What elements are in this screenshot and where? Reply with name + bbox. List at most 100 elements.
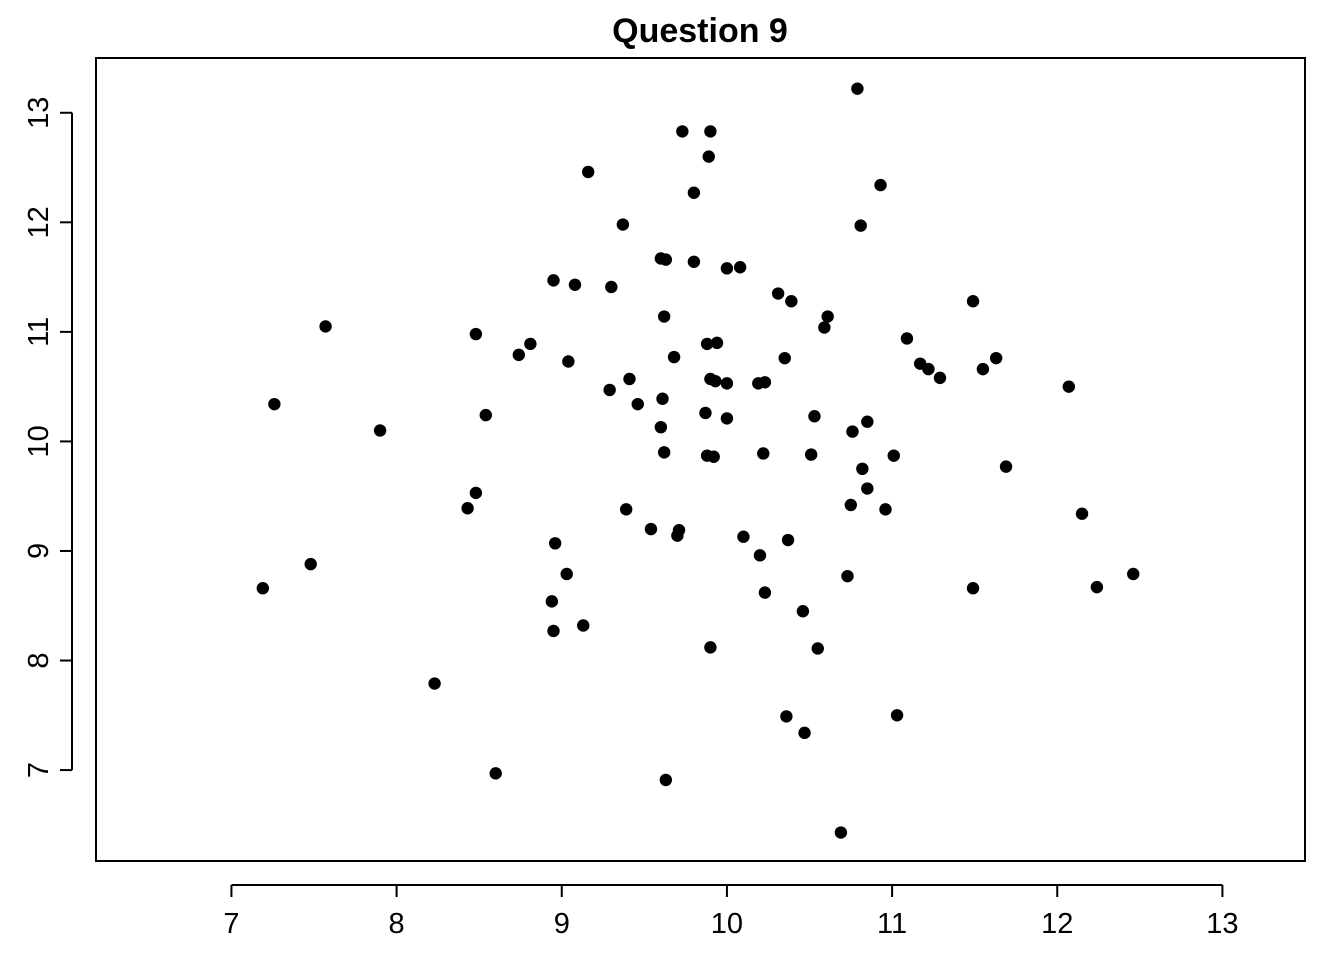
data-point <box>568 278 582 291</box>
y-tick-label: 7 <box>23 762 55 778</box>
data-point <box>709 374 722 388</box>
data-points <box>256 82 1140 839</box>
data-point <box>999 460 1013 473</box>
data-point <box>804 448 818 461</box>
data-point <box>821 310 834 323</box>
data-point <box>547 624 560 638</box>
data-point <box>720 412 734 425</box>
data-point <box>577 619 590 632</box>
data-point <box>524 337 537 351</box>
data-point <box>966 582 980 595</box>
data-point <box>879 503 892 516</box>
data-point <box>676 125 689 138</box>
y-tick-label: 11 <box>23 317 55 347</box>
data-point <box>933 371 947 385</box>
data-point <box>758 586 772 599</box>
data-point <box>861 415 874 428</box>
data-point <box>687 186 701 199</box>
data-point <box>562 355 575 368</box>
data-point <box>469 327 483 341</box>
data-point <box>616 218 630 231</box>
data-point <box>702 150 715 163</box>
data-point <box>989 351 1003 365</box>
data-point <box>700 337 714 351</box>
data-point <box>720 377 734 390</box>
data-point <box>710 336 724 350</box>
data-point <box>304 557 317 571</box>
data-point <box>704 125 717 138</box>
data-point <box>771 287 785 300</box>
data-point <box>856 462 869 476</box>
data-point <box>781 533 795 547</box>
data-point <box>373 424 387 437</box>
data-point <box>707 450 720 463</box>
y-tick-label: 8 <box>23 652 55 668</box>
data-point <box>581 165 595 179</box>
x-tick-label: 10 <box>711 908 743 940</box>
data-point <box>619 503 633 516</box>
data-point <box>811 642 824 655</box>
data-point <box>479 408 492 422</box>
data-point <box>699 406 712 420</box>
data-point <box>778 351 791 365</box>
y-tick-label: 10 <box>23 425 55 457</box>
data-point <box>545 595 559 608</box>
x-tick-label: 11 <box>877 908 907 940</box>
data-point <box>890 709 904 722</box>
y-tick-label: 13 <box>23 97 55 129</box>
data-point <box>737 530 750 543</box>
y-axis: 7 8 9 10 11 12 13 <box>23 97 73 778</box>
data-point <box>1090 580 1104 594</box>
y-tick-label: 9 <box>23 543 55 559</box>
data-point <box>808 410 821 423</box>
data-point <box>512 348 526 362</box>
data-point <box>780 710 793 723</box>
data-point <box>657 310 671 323</box>
data-point <box>818 321 831 334</box>
data-point <box>834 826 848 839</box>
data-point <box>1075 507 1089 520</box>
data-point <box>687 255 701 268</box>
data-point <box>657 446 671 459</box>
data-point <box>461 502 474 515</box>
data-point <box>547 274 560 287</box>
data-point <box>489 767 502 780</box>
data-point <box>844 498 857 512</box>
x-tick-label: 12 <box>1041 908 1073 940</box>
plot-frame <box>95 57 1306 862</box>
data-point <box>798 726 811 740</box>
data-point <box>887 449 900 462</box>
data-point <box>605 280 618 294</box>
data-point <box>900 332 914 345</box>
y-tick-label: 12 <box>23 206 55 238</box>
data-point <box>268 397 281 411</box>
x-tick-label: 13 <box>1206 908 1238 940</box>
data-point <box>846 425 859 438</box>
data-point <box>966 295 980 308</box>
x-tick-label: 9 <box>554 908 570 940</box>
data-point <box>656 392 669 405</box>
data-point <box>796 605 810 618</box>
data-point <box>631 397 644 411</box>
data-point <box>785 295 798 308</box>
data-point <box>854 219 867 232</box>
x-tick-label: 7 <box>223 908 239 940</box>
x-axis: 7 8 9 10 11 12 13 <box>223 884 1239 940</box>
x-tick-label: 8 <box>389 908 405 940</box>
data-point <box>428 677 441 690</box>
data-point <box>704 641 717 654</box>
data-point <box>861 482 874 495</box>
data-point <box>671 529 684 542</box>
data-point <box>753 549 767 562</box>
data-point <box>560 567 573 581</box>
data-point <box>1127 567 1140 581</box>
data-point <box>851 82 864 95</box>
data-point <box>659 253 673 266</box>
data-point <box>603 383 616 397</box>
data-point <box>667 350 681 364</box>
data-point <box>548 537 562 550</box>
data-point <box>720 262 734 275</box>
data-point <box>319 320 332 333</box>
data-point <box>733 261 747 274</box>
